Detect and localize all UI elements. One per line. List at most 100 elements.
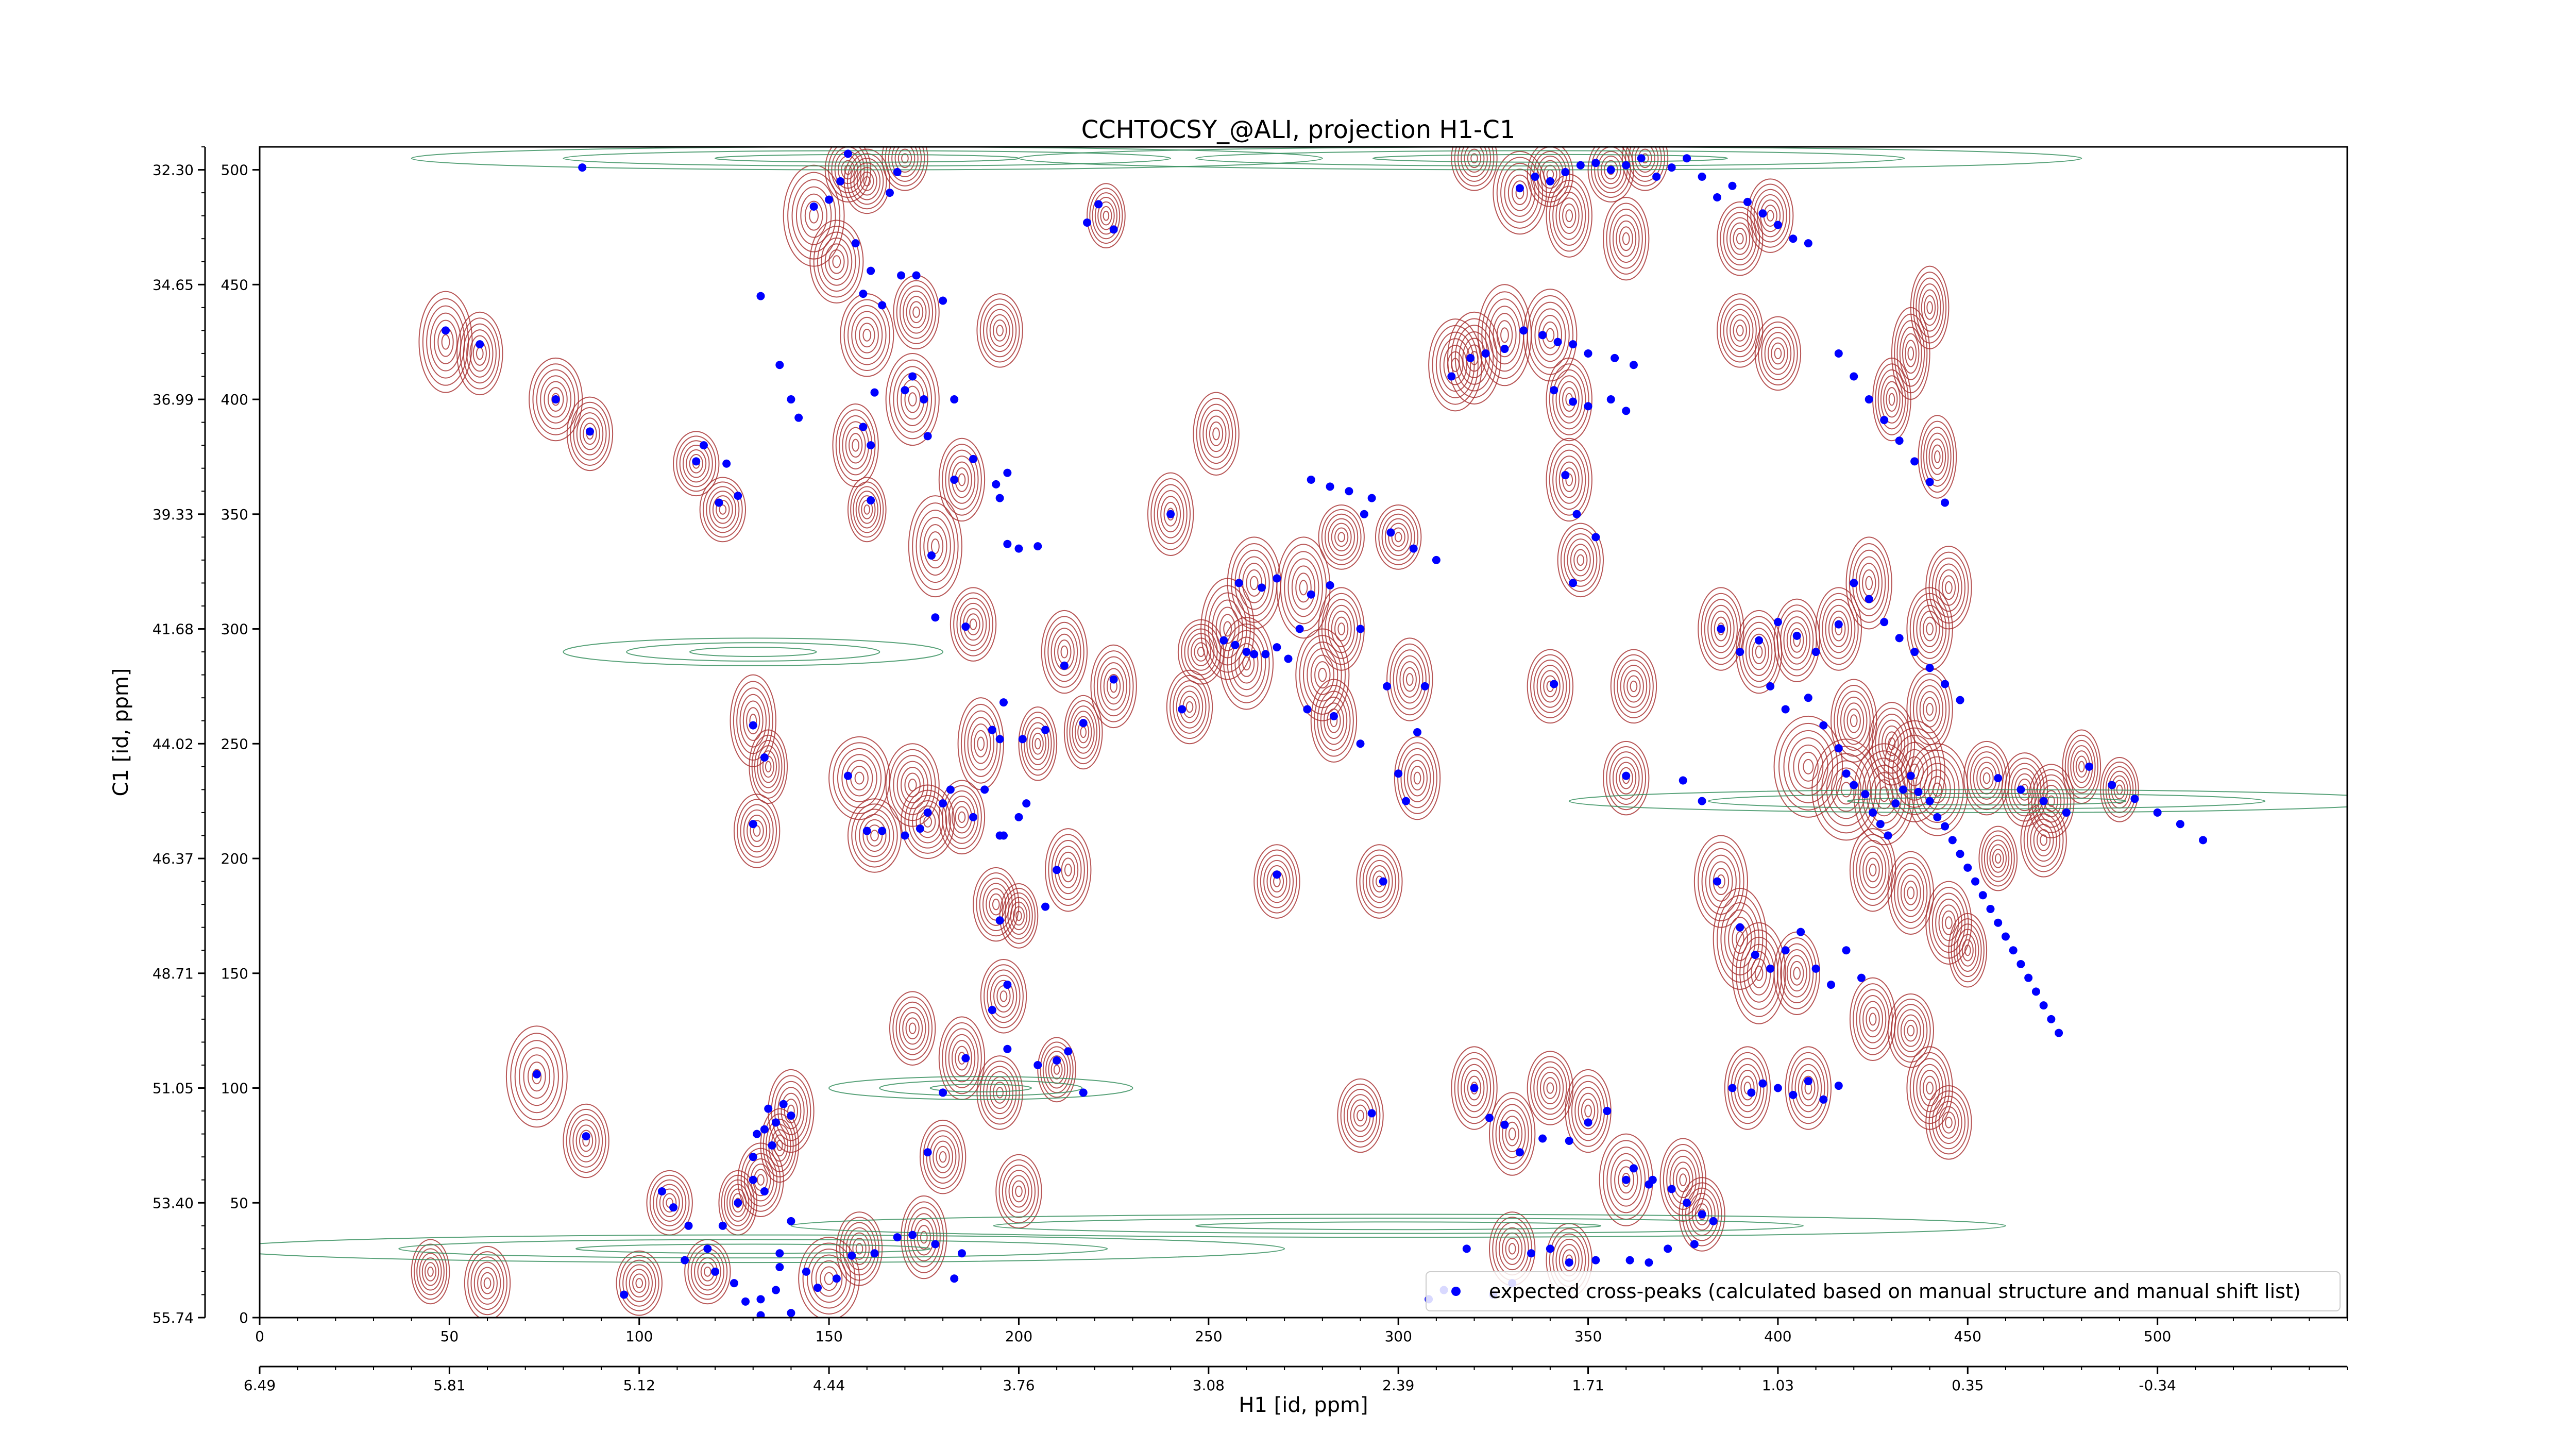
contour-peak: [1018, 706, 1058, 781]
contour-peak: [798, 1237, 860, 1318]
cross-peak-point: [760, 1187, 769, 1195]
cross-peak-point: [1569, 340, 1578, 349]
cross-peak-point: [1956, 696, 1964, 704]
contour-peak: [1177, 619, 1225, 685]
cross-peak-point: [1781, 946, 1790, 955]
cross-peak-point: [1569, 397, 1578, 406]
cross-peak-point: [1713, 877, 1722, 886]
cross-peak-point: [1819, 1095, 1828, 1104]
cross-peak-point: [1500, 1120, 1509, 1129]
contour-peak: [1451, 147, 1498, 191]
cross-peak-point: [1083, 218, 1092, 227]
cross-peak-point: [2047, 1015, 2056, 1023]
contour-peak: [1546, 174, 1592, 258]
cross-peak-point: [901, 831, 909, 840]
cross-peak-point: [1792, 631, 1801, 640]
cross-peak-point: [681, 1256, 689, 1265]
cross-peak-point: [1766, 682, 1775, 690]
cross-peak-point: [1766, 964, 1775, 973]
contour-peak: [1147, 472, 1194, 556]
cross-peak-point: [1250, 650, 1259, 659]
contour-peak: [976, 293, 1023, 368]
cross-peak-point: [1515, 1148, 1524, 1157]
secondary-y-tick-label: 55.74: [152, 1309, 194, 1326]
y-tick-label: 450: [221, 276, 248, 293]
contour-peak: [2020, 803, 2067, 878]
cross-peak-point: [1994, 774, 2003, 783]
cross-peak-point: [1667, 1185, 1676, 1193]
cross-peak-point: [1546, 177, 1554, 186]
contour-peak: [1546, 357, 1592, 442]
contour-peak: [1477, 284, 1532, 386]
cross-peak-point: [1219, 636, 1228, 645]
cross-peak-point: [1755, 636, 1764, 645]
contour-peak: [411, 1239, 450, 1305]
cross-peak-point: [1747, 1088, 1756, 1097]
cross-peak-point: [1470, 1084, 1479, 1092]
x-tick-label: 100: [625, 1328, 653, 1345]
contour-peak: [901, 1195, 947, 1279]
cross-peak-point: [718, 1221, 727, 1230]
cross-peak-point: [825, 195, 834, 204]
contour-peak: [699, 477, 747, 543]
cross-peak-point: [1884, 831, 1892, 840]
contour-peak: [1166, 669, 1213, 745]
cross-peak-point: [1789, 234, 1798, 243]
cross-peak-point: [1584, 402, 1592, 411]
secondary-x-tick-label: 2.39: [1382, 1377, 1414, 1394]
cross-peak-point: [897, 271, 906, 280]
cross-peak-point: [1933, 813, 1942, 821]
cross-peak-point: [957, 1249, 966, 1258]
contour-peak: [733, 794, 781, 868]
cross-peak-point: [1409, 544, 1418, 553]
cross-peak-point: [878, 827, 887, 835]
cross-peak-point: [1698, 172, 1706, 181]
secondary-x-tick-label: 0.35: [1952, 1377, 1984, 1394]
cross-peak-point: [1178, 705, 1187, 714]
x-tick-label: 250: [1195, 1328, 1222, 1345]
contour-peak: [2028, 764, 2075, 838]
cross-peak-point: [1941, 680, 1950, 688]
secondary-y-tick-label: 44.02: [152, 735, 194, 752]
cross-peak-point: [1683, 1199, 1691, 1207]
cross-peak-point: [859, 423, 868, 431]
contour-peak: [1546, 437, 1592, 522]
cross-peak-point: [1401, 797, 1410, 805]
cross-peak-point: [1432, 555, 1440, 564]
contour-peak: [1318, 587, 1365, 671]
cross-peak-point: [893, 168, 902, 177]
cross-peak-point: [843, 149, 852, 158]
cross-peak-point: [939, 1088, 947, 1097]
cross-peak-point: [749, 820, 757, 829]
x-axis-title: H1 [id, ppm]: [1239, 1393, 1368, 1417]
contour-peak: [908, 495, 962, 598]
contour-peak: [882, 147, 928, 191]
contour-peak: [980, 959, 1027, 1034]
y-tick-label: 250: [221, 735, 248, 752]
legend: expected cross-peaks (calculated based o…: [1426, 1271, 2341, 1311]
cross-peak-point: [1971, 877, 1980, 886]
cross-peak-point: [1561, 471, 1570, 480]
cross-peak-point: [1481, 349, 1490, 358]
cross-peak-point: [1576, 161, 1585, 170]
cross-peak-point: [939, 799, 947, 808]
cross-peak-point: [1925, 797, 1934, 805]
contour-peak: [1557, 523, 1604, 598]
cross-peak-point: [995, 916, 1004, 925]
contour-peak: [1978, 825, 2018, 891]
cross-peak-point: [1394, 769, 1403, 778]
contour-peak: [1337, 1078, 1384, 1153]
cross-peak-point: [2001, 932, 2010, 941]
cross-peak-point: [1652, 172, 1661, 181]
cross-peak-point: [1466, 353, 1475, 362]
secondary-x-tick-label: 4.44: [813, 1377, 845, 1394]
cross-peak-point: [802, 1267, 810, 1276]
cross-peak-point: [657, 1187, 666, 1195]
cross-peak-point: [1584, 1118, 1592, 1127]
cross-peak-point: [1550, 680, 1558, 688]
cross-peak-point: [1500, 345, 1509, 353]
legend-box: [1426, 1271, 2341, 1311]
x-tick-label: 500: [2144, 1328, 2171, 1345]
cross-peak-point: [870, 1249, 879, 1258]
cross-peak-point: [1850, 372, 1858, 381]
